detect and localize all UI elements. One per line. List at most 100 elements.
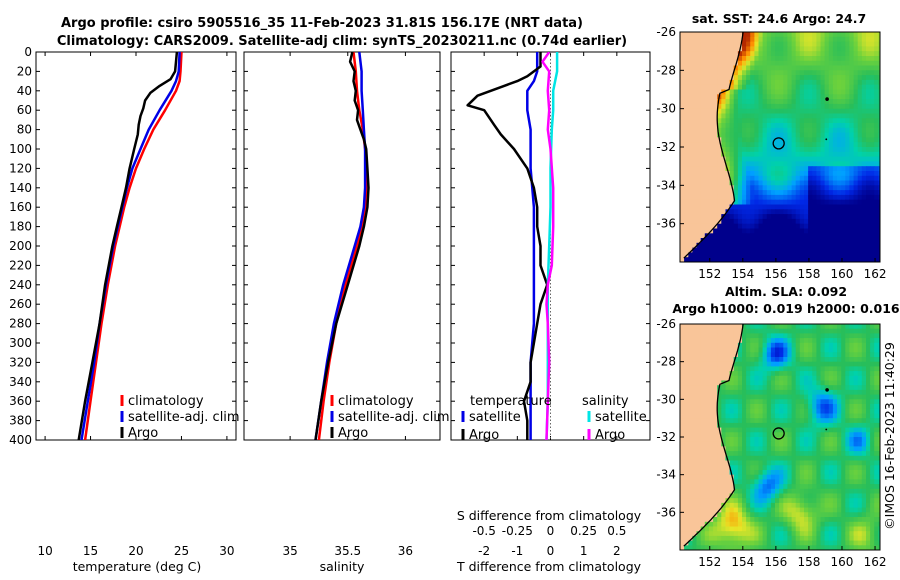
sla-cell — [849, 399, 855, 405]
sla-cell — [737, 535, 743, 542]
land-cell — [713, 493, 718, 499]
sst-cell — [837, 56, 842, 62]
sst-cell — [874, 108, 879, 115]
sst-cell — [861, 108, 867, 115]
land-cell — [696, 371, 702, 377]
sla-cell — [828, 404, 834, 410]
sst-cell — [861, 194, 867, 201]
sla-cell — [758, 418, 764, 424]
sla-cell — [841, 540, 846, 546]
sst-cell — [853, 204, 859, 210]
sla-cell — [783, 394, 788, 400]
sst-cell — [870, 156, 875, 162]
sst-cell — [816, 51, 822, 57]
sla-cell — [870, 418, 875, 424]
land-cell — [684, 517, 689, 523]
sla-cell — [878, 399, 880, 405]
sla-cell — [737, 342, 743, 349]
sla-cell — [791, 535, 797, 542]
sst-cell — [733, 238, 739, 244]
land-cell — [680, 465, 685, 471]
sla-cell — [832, 521, 838, 528]
sla-cell — [861, 413, 867, 419]
sla-cell — [733, 479, 739, 485]
sla-cell — [820, 460, 826, 466]
sla-cell — [775, 493, 780, 499]
land-cell — [680, 147, 685, 153]
sst-cell — [824, 151, 830, 158]
land-cell — [680, 342, 685, 349]
sla-cell — [779, 484, 784, 490]
sst-cell — [874, 70, 879, 76]
sla-cell — [783, 437, 788, 443]
sst-cell — [758, 65, 764, 71]
sla-cell — [828, 338, 834, 344]
sst-cell — [870, 252, 875, 258]
sst-cell — [754, 257, 760, 262]
sst-cell — [795, 51, 801, 57]
sst-cell — [804, 147, 809, 153]
sla-cell — [824, 531, 830, 537]
sla-cell — [808, 512, 813, 518]
sst-cell — [737, 56, 743, 62]
sla-cell — [758, 460, 764, 466]
sst-cell — [832, 123, 838, 129]
sst-cell — [857, 180, 863, 186]
sla-cell — [758, 432, 764, 438]
sst-cell — [746, 70, 751, 76]
sla-cell — [870, 394, 875, 400]
sst-cell — [849, 65, 855, 71]
sla-cell — [783, 366, 788, 372]
sst-cell — [737, 127, 743, 134]
sst-cell — [737, 247, 743, 253]
sla-cell — [795, 484, 801, 490]
sla-cell — [775, 385, 780, 391]
sla-cell — [853, 517, 859, 523]
sst-cell — [770, 218, 776, 225]
sla-cell — [762, 493, 768, 499]
sla-cell — [828, 531, 834, 537]
sla-cell — [812, 399, 817, 405]
sst-cell — [775, 89, 780, 95]
sst-cell — [804, 209, 809, 215]
sla-cell — [824, 333, 830, 339]
sla-cell — [795, 375, 801, 382]
land-cell — [680, 418, 685, 424]
sla-cell — [853, 347, 859, 353]
sla-cell — [832, 357, 838, 363]
sst-cell — [808, 204, 813, 210]
depth-tick-label: 140 — [9, 181, 32, 195]
sla-cell — [783, 347, 788, 353]
sla-cell — [878, 446, 880, 452]
sla-cell — [746, 328, 751, 334]
coastline — [683, 324, 744, 547]
sla-cell — [853, 324, 859, 330]
land-cell — [688, 385, 693, 391]
sla-cell — [878, 512, 880, 518]
sst-cell — [837, 36, 842, 43]
sla-cell — [799, 385, 805, 391]
sla-cell — [795, 413, 801, 419]
sst-cell — [754, 75, 760, 81]
sst-cell — [866, 46, 871, 52]
land-cell — [688, 437, 693, 443]
land-cell — [692, 484, 698, 490]
sst-cell — [762, 166, 768, 172]
sst-cell — [837, 89, 842, 95]
sla-cell — [758, 352, 764, 358]
sst-cell — [841, 123, 846, 129]
sst-cell — [837, 204, 842, 210]
sla-cell — [857, 352, 863, 358]
sla-cell — [853, 366, 859, 372]
sla-cell — [820, 324, 826, 330]
sla-cell — [746, 479, 751, 485]
sst-cell — [737, 257, 743, 262]
sla-cell — [874, 451, 879, 457]
land-cell — [713, 342, 718, 349]
sst-cell — [742, 75, 747, 81]
sst-cell — [725, 147, 731, 153]
sla-cell — [878, 465, 880, 471]
sla-cell — [737, 521, 743, 528]
sla-cell — [721, 521, 726, 528]
land-cell — [692, 199, 698, 206]
